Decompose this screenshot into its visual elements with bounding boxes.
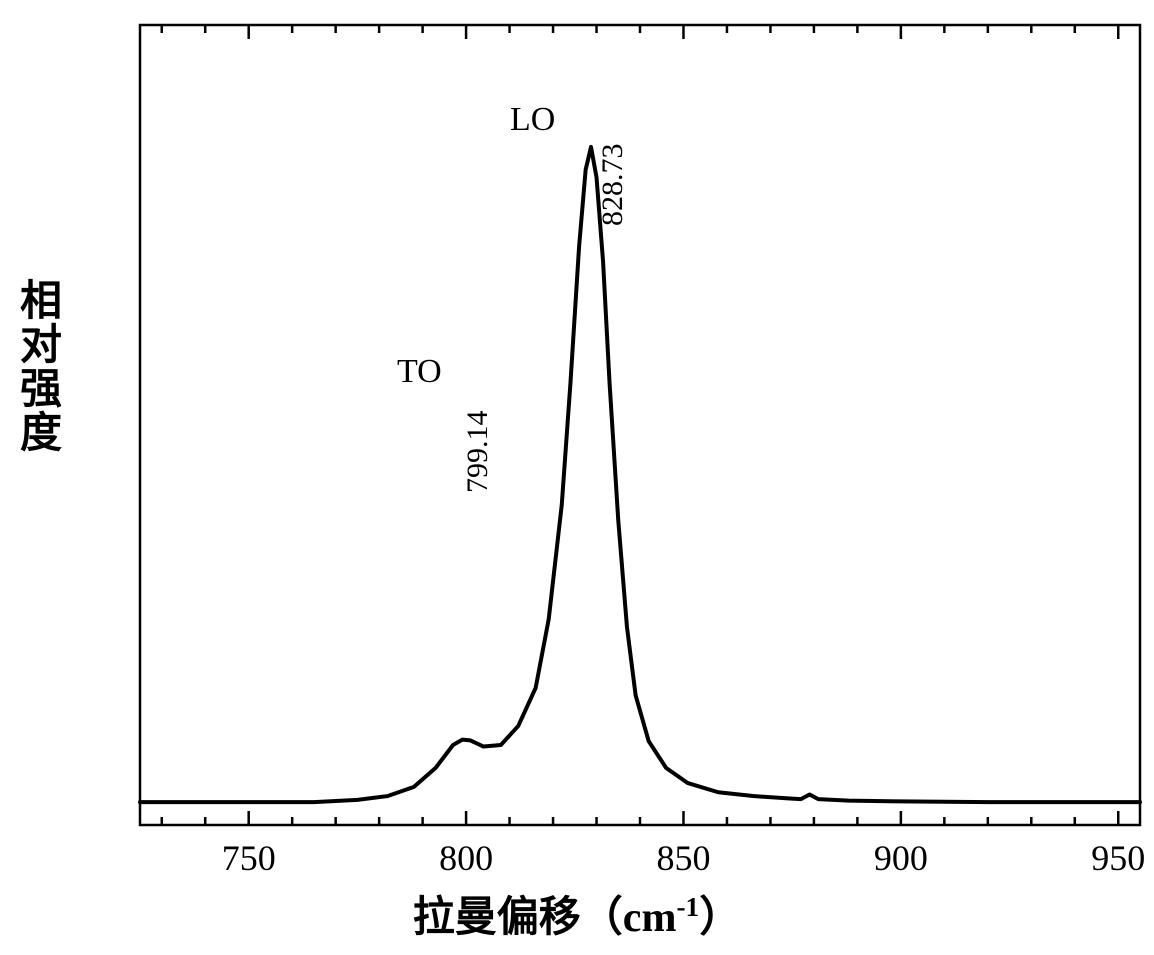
peak-value-lo: 828.73 xyxy=(596,144,630,227)
x-tick-950: 950 xyxy=(1091,837,1145,879)
x-tick-750: 750 xyxy=(222,837,276,879)
peak-label-lo: LO xyxy=(510,101,555,139)
peak-value-to: 799.14 xyxy=(461,411,495,494)
y-axis-label: 相对强度 xyxy=(20,280,62,456)
x-tick-850: 850 xyxy=(656,837,710,879)
peak-label-to: TO xyxy=(397,353,442,391)
x-tick-800: 800 xyxy=(439,837,493,879)
x-tick-900: 900 xyxy=(874,837,928,879)
x-axis-label: 拉曼偏移（cm-1） xyxy=(0,883,1154,944)
raman-spectrum-chart: 相对强度 拉曼偏移（cm-1） 750 800 850 900 950 TO 799.14… xyxy=(0,0,1154,955)
chart-svg xyxy=(0,0,1154,955)
